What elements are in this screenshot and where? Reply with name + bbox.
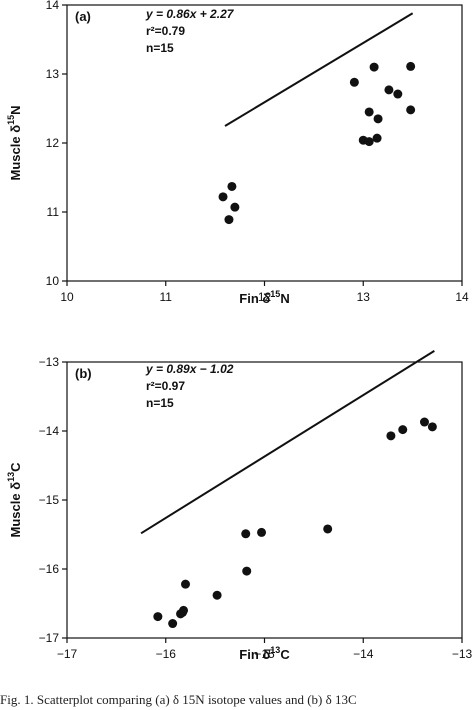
y-tick-label: −15 — [39, 493, 60, 507]
x-tick-label: 13 — [357, 290, 371, 304]
r-squared-label: r²=0.79 — [146, 24, 185, 38]
y-tick-label: 10 — [46, 274, 60, 288]
data-point — [386, 431, 396, 441]
data-point — [419, 417, 429, 427]
regression-line — [224, 12, 414, 127]
x-tick-label: −16 — [156, 647, 177, 661]
data-point — [373, 114, 383, 124]
sample-size-label: n=15 — [146, 396, 174, 410]
data-point — [406, 61, 416, 71]
r-squared-label: r²=0.97 — [146, 379, 185, 393]
chart-panel-b: −17 −16 −15 −14 −13 −17 −16 −15 −14 −13 Fin δ13C Mu… — [6, 350, 473, 662]
data-point — [369, 62, 379, 72]
data-point — [257, 527, 267, 537]
y-tick-label: −16 — [39, 562, 60, 576]
figure-caption: Fig. 1. Scatterplot comparing (a) δ 15N … — [0, 692, 357, 707]
regression-equation: y = 0.89x − 1.02 — [145, 362, 234, 376]
y-tick-label: 14 — [46, 0, 60, 12]
data-point — [372, 133, 382, 143]
y-axis-label: Muscle δ15N — [6, 106, 23, 181]
data-point — [218, 192, 228, 202]
y-tick-label: 12 — [46, 136, 60, 150]
x-tick-label: 10 — [60, 290, 74, 304]
data-point — [212, 590, 222, 600]
y-tick-label: 11 — [47, 205, 60, 219]
x-tick-label: 11 — [160, 290, 173, 304]
x-tick-label: −15 — [254, 647, 275, 661]
chart-panel-a: 10 11 12 13 14 10 11 12 13 14 Fin δ15N Muscle δ15N (… — [6, 0, 469, 306]
plot-frame — [66, 4, 463, 282]
data-point — [224, 215, 234, 225]
scatterplot-figure: 10 11 12 13 14 10 11 12 13 14 Fin δ15N Muscle δ15N (… — [6, 0, 473, 662]
y-axis-label: Muscle δ13C — [6, 462, 23, 538]
x-axis-label: Fin δ15N — [239, 289, 289, 306]
data-point — [242, 566, 252, 576]
regression-line — [140, 350, 435, 535]
data-point — [349, 77, 359, 87]
plot-frame — [66, 361, 463, 639]
x-tick-label: 12 — [258, 290, 272, 304]
data-point — [364, 107, 374, 117]
data-point — [323, 524, 333, 534]
y-tick-label: −17 — [39, 631, 60, 645]
x-axis-label: Fin δ13C — [239, 645, 290, 662]
x-tick-label: −17 — [57, 647, 78, 661]
data-point — [227, 181, 237, 191]
y-tick-label: −14 — [39, 424, 60, 438]
data-point — [181, 579, 190, 589]
data-point — [398, 425, 408, 435]
data-point — [406, 105, 416, 115]
sample-size-label: n=15 — [146, 41, 174, 55]
data-point — [168, 619, 178, 629]
panel-label: (a) — [75, 9, 91, 24]
data-point — [384, 85, 394, 95]
y-tick-label: −13 — [39, 355, 60, 369]
data-point — [241, 529, 251, 539]
panel-label: (b) — [75, 366, 92, 381]
data-point — [179, 605, 189, 615]
data-point — [393, 89, 403, 99]
data-point — [364, 137, 374, 147]
x-tick-label: −14 — [353, 647, 374, 661]
x-tick-label: −13 — [452, 647, 473, 661]
data-point — [230, 202, 240, 212]
regression-equation: y = 0.86x + 2.27 — [145, 7, 235, 21]
data-point — [427, 422, 437, 432]
data-point — [153, 612, 163, 622]
y-tick-label: 13 — [46, 67, 60, 81]
x-tick-label: 14 — [455, 290, 469, 304]
